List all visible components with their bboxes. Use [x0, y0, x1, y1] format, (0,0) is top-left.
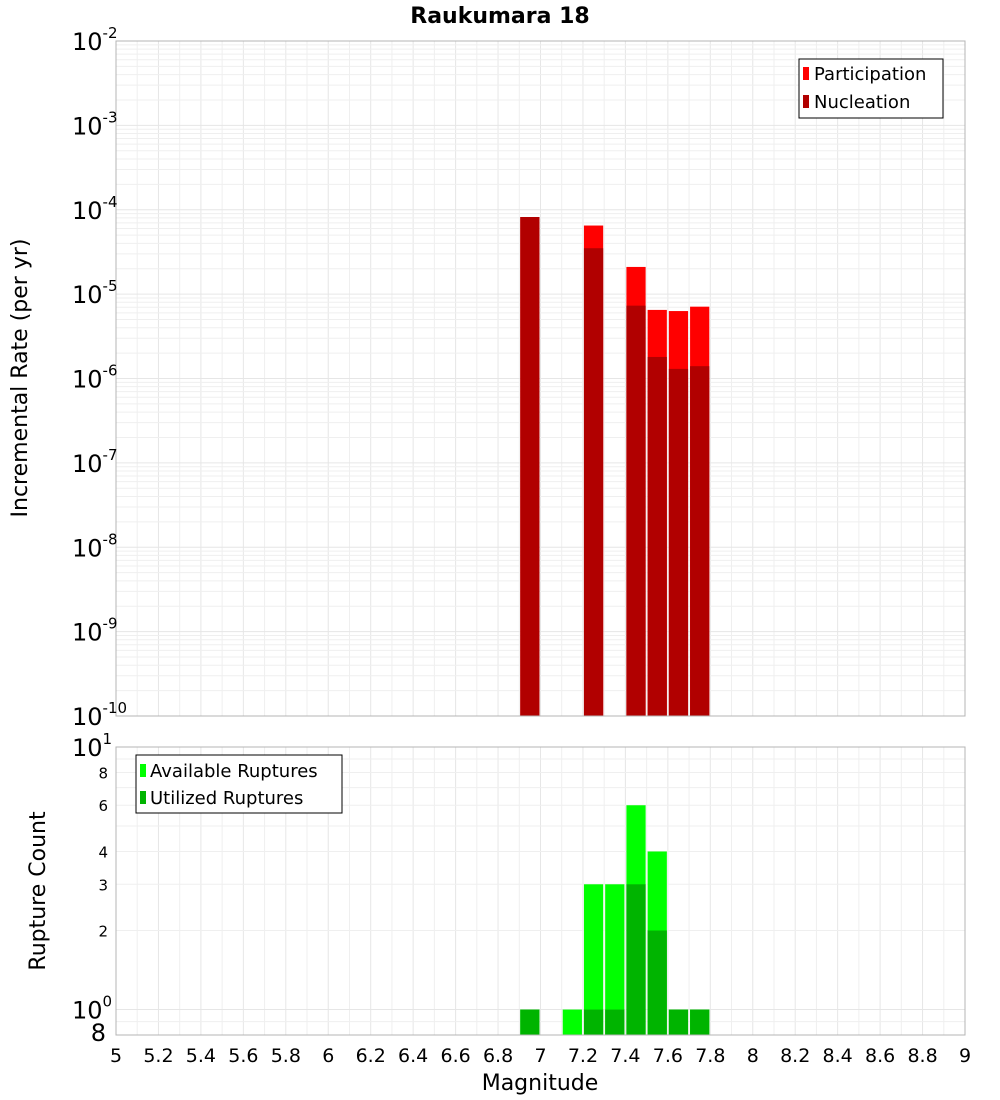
count-panel: 100 101 8 2 3 4 6 8 Rupture Count Available Rup… [26, 730, 966, 1047]
count-available-ruptures-bar [605, 884, 625, 1035]
x-tick-label: 7.2 [568, 1045, 598, 1067]
x-tick-label: 5.6 [228, 1045, 258, 1067]
rate-panel: 10-2 10-3 10-4 10-5 10-6 10-7 10-8 10-9 10-10 In… [8, 24, 966, 731]
x-tick-label: 7.4 [610, 1045, 640, 1067]
rate-y-tick-label: 10-5 [72, 277, 118, 309]
x-tick-label: 8 [747, 1045, 759, 1067]
rate-nucleation-bar [583, 248, 604, 717]
count-utilized-ruptures-bar [520, 1009, 540, 1035]
x-tick-label: 9 [959, 1045, 971, 1067]
count-legend: Available Ruptures Utilized Ruptures [135, 754, 343, 814]
rate-legend: Participation Nucleation [798, 58, 944, 119]
rate-y-tick-label: 10-8 [72, 530, 118, 562]
rate-y-tick-label: 10-10 [72, 699, 127, 731]
x-tick-label: 8.2 [780, 1045, 810, 1067]
x-axis-label: Magnitude [482, 1071, 599, 1096]
x-tick-label: 5.8 [271, 1045, 301, 1067]
x-tick-label: 6.6 [440, 1045, 470, 1067]
x-tick-label: 5.4 [186, 1045, 216, 1067]
x-tick-label: 6 [322, 1045, 334, 1067]
count-utilized-ruptures-bar [690, 1009, 710, 1035]
nucleation-legend-label: Nucleation [814, 92, 910, 113]
count-plot-frame [115, 746, 966, 1036]
count-y-tick-label: 8 [91, 1019, 106, 1047]
count-y-tick-label: 4 [98, 843, 108, 861]
count-y-axis-label: Rupture Count [26, 811, 51, 971]
x-tick-label: 6.2 [356, 1045, 386, 1067]
rate-nucleation-bar [647, 356, 667, 716]
utilized-swatch [140, 791, 146, 804]
rate-y-tick-label: 10-6 [72, 362, 118, 394]
rate-y-tick-label: 10-9 [72, 615, 118, 647]
participation-swatch [803, 67, 809, 80]
count-legend-box [135, 754, 343, 814]
rate-y-tick-label: 10-4 [72, 193, 118, 225]
count-y-tick-label: 6 [98, 797, 108, 815]
count-bars [520, 805, 710, 1035]
rate-y-ticks: 10-2 10-3 10-4 10-5 10-6 10-7 10-8 10-9 10-10 [72, 24, 127, 731]
available-legend-label: Available Ruptures [150, 761, 318, 782]
rate-nucleation-bar [520, 217, 540, 716]
x-tick-label: 5.2 [143, 1045, 173, 1067]
x-tick-label: 7.6 [653, 1045, 683, 1067]
count-y-tick-label: 3 [98, 876, 108, 894]
nucleation-swatch [803, 95, 809, 108]
rate-nucleation-bar [626, 305, 646, 716]
count-utilized-ruptures-bar [668, 1009, 689, 1035]
rate-grid [115, 41, 966, 717]
rate-nucleation-bar [690, 366, 710, 716]
count-y-tick-label: 2 [98, 923, 108, 941]
utilized-legend-label: Utilized Ruptures [150, 788, 303, 809]
x-tick-label: 6.4 [398, 1045, 428, 1067]
count-available-ruptures-bar [583, 884, 604, 1035]
rate-bars [520, 217, 710, 717]
x-tick-label: 6.8 [483, 1045, 513, 1067]
x-tick-label: 8.4 [823, 1045, 853, 1067]
count-available-ruptures-bar [562, 1009, 582, 1035]
count-y-ticks: 100 101 8 2 3 4 6 8 [72, 730, 112, 1047]
count-utilized-ruptures-bar [647, 930, 667, 1035]
x-axis-ticks: 5 5.2 5.4 5.6 5.8 6 6.2 6.4 6.6 6.8 7 7.2 7.4 7.6 7.8 8… [110, 1045, 971, 1067]
x-tick-label: 7 [534, 1045, 546, 1067]
count-utilized-ruptures-bar [605, 1009, 625, 1035]
rate-y-axis-label: Incremental Rate (per yr) [8, 239, 33, 518]
rate-plot-frame [115, 40, 966, 717]
count-y-tick-label: 8 [98, 764, 108, 782]
available-swatch [140, 764, 146, 777]
rate-y-tick-label: 10-3 [72, 108, 118, 140]
x-tick-label: 8.6 [865, 1045, 895, 1067]
count-utilized-ruptures-bar [583, 1009, 604, 1035]
x-tick-label: 5 [110, 1045, 122, 1067]
count-utilized-ruptures-bar [626, 884, 646, 1035]
rate-nucleation-bar [668, 368, 689, 716]
rate-y-tick-label: 10-2 [72, 24, 118, 56]
participation-legend-label: Participation [814, 64, 926, 85]
rate-legend-box [798, 58, 944, 119]
rate-y-tick-label: 10-7 [72, 446, 118, 478]
x-tick-label: 7.8 [695, 1045, 725, 1067]
count-y-tick-label: 100 [72, 993, 112, 1025]
x-tick-label: 8.8 [907, 1045, 937, 1067]
chart-title: Raukumara 18 [410, 4, 589, 29]
count-y-tick-label: 101 [72, 730, 112, 762]
